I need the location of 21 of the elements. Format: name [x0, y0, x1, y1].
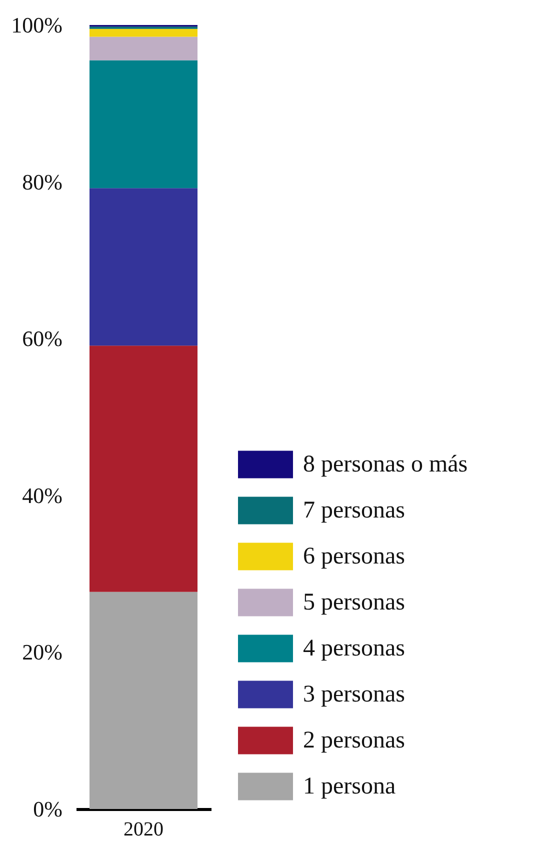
bar [90, 28, 198, 37]
legend-label: 2 personas [303, 728, 405, 754]
legend-label: 1 persona [303, 774, 396, 800]
x-tick-label: 2020 [124, 818, 164, 840]
y-tick-label: 60% [22, 326, 62, 352]
y-tick-label: 0% [33, 796, 62, 822]
bar [90, 188, 198, 346]
bar [90, 60, 198, 188]
legend-label: 4 personas [303, 636, 405, 662]
bar [90, 592, 198, 809]
y-tick-label: 100% [11, 12, 62, 38]
legend-label: 5 personas [303, 590, 405, 616]
legend-label: 3 personas [303, 682, 405, 708]
legend-label: 6 personas [303, 544, 405, 570]
y-tick-label: 20% [22, 640, 62, 665]
legend-label: 8 personas o más [303, 452, 468, 478]
y-tick-label: 80% [22, 169, 62, 194]
legend-label: 7 personas [303, 498, 405, 524]
y-tick-label: 40% [22, 482, 62, 508]
bar [90, 346, 198, 592]
bar [90, 36, 198, 60]
